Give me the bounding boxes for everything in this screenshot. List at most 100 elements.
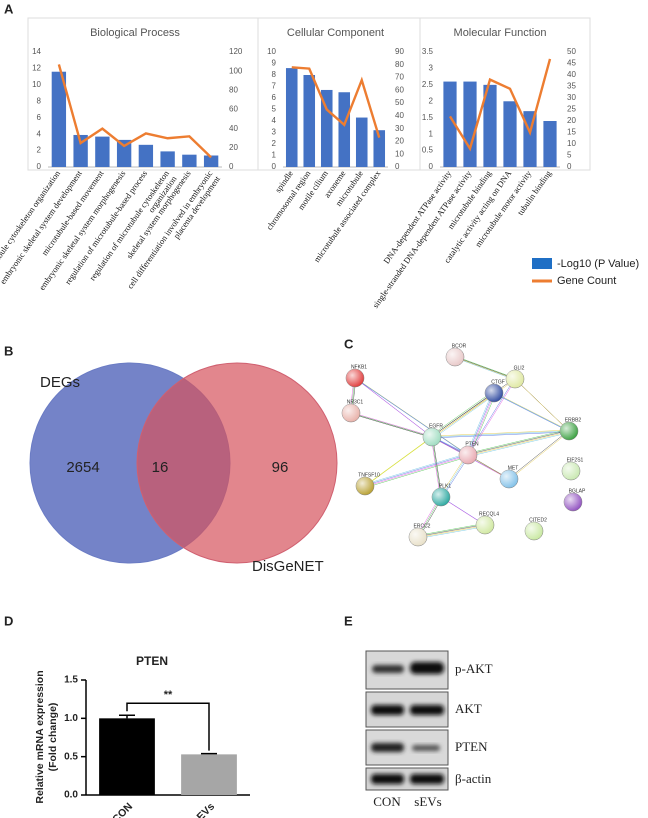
network-edge (467, 430, 569, 455)
band (410, 705, 444, 715)
bar (116, 139, 132, 167)
bar (355, 117, 368, 167)
network-edge (493, 392, 570, 432)
blot-row-label: β-actin (455, 771, 492, 786)
x-tick-label: sEVs (190, 800, 217, 818)
y-tick-label: 1.5 (64, 675, 78, 686)
bar (51, 71, 67, 167)
bar (303, 75, 316, 167)
y-tick-label: 10 (267, 47, 276, 56)
bar (463, 81, 477, 167)
y2-tick-label: 25 (567, 105, 576, 114)
node-label: PLK1 (439, 483, 451, 489)
network: BCOR NFKB1 GLI2 CTGF NR3C1 EGFR ERBB2 PTEN MET TN… (341, 343, 586, 547)
network-edge (468, 379, 516, 456)
y2-tick-label: 20 (567, 116, 576, 125)
network-edge (430, 391, 493, 436)
network-edge (494, 393, 571, 433)
network-edge (355, 378, 470, 457)
node-label: EGFR (429, 423, 443, 429)
y2-tick-label: 80 (229, 85, 238, 94)
node-shine (446, 348, 464, 366)
network-edge (468, 431, 570, 456)
y-tick-label: 9 (272, 59, 277, 68)
panel-label: B (4, 343, 13, 358)
error-bar (119, 714, 135, 719)
venn-set-label: DEGs (40, 374, 80, 391)
network-edge (466, 391, 493, 454)
y2-tick-label: 50 (567, 47, 576, 56)
blot-row (365, 767, 449, 791)
y2-tick-label: 40 (567, 70, 576, 79)
network-edge (433, 394, 496, 439)
bar (503, 101, 517, 167)
chart-title: Biological Process (90, 27, 180, 39)
chart-title: Cellular Component (287, 27, 384, 39)
band (371, 774, 404, 784)
error-bar (201, 752, 217, 755)
y-tick-label: 7 (272, 82, 277, 91)
panel-label: D (4, 613, 13, 628)
y-tick-label: 4 (37, 129, 42, 138)
y-tick-label: 4 (272, 116, 277, 125)
venn-count: 2654 (66, 459, 99, 476)
node-label: NR3C1 (347, 399, 364, 405)
y2-tick-label: 30 (567, 93, 576, 102)
bar (138, 144, 154, 167)
line (57, 64, 212, 159)
y2-tick-label: 45 (567, 59, 576, 68)
band (371, 705, 404, 715)
chart-title: Molecular Function (454, 27, 547, 39)
network-edge (364, 454, 468, 486)
lane-label: CON (373, 794, 401, 809)
y-tick-label: 6 (37, 113, 42, 122)
y2-tick-label: 20 (229, 143, 238, 152)
y-tick-label: 3 (272, 128, 277, 137)
x-tick-label: CON (110, 801, 135, 818)
bar (285, 68, 298, 167)
y-tick-label: 0 (429, 162, 434, 171)
network-edge (431, 378, 515, 437)
network-edge (351, 413, 433, 439)
node-shine (423, 428, 441, 446)
bar (373, 130, 386, 167)
node-label: BCOR (452, 343, 467, 349)
bar (95, 136, 110, 167)
network-edge (509, 431, 570, 480)
node-shine (564, 493, 582, 511)
y-tick-label: 1 (429, 129, 434, 138)
panel-a-frame (27, 17, 591, 171)
network-edge (365, 455, 469, 487)
bar (203, 155, 219, 167)
network-edge (355, 378, 433, 438)
y2-tick-label: 60 (229, 105, 238, 114)
network-edge (508, 430, 569, 479)
node-shine (562, 462, 580, 480)
bar (443, 81, 457, 167)
y-tick-label: 3 (429, 64, 434, 73)
venn-count: 16 (152, 459, 169, 476)
y-tick-label: 2 (429, 96, 434, 105)
network-edge (350, 412, 433, 438)
node-label: PTEN (465, 441, 479, 447)
node-shine (506, 370, 524, 388)
bar (73, 134, 88, 167)
legend-swatch (532, 258, 552, 269)
node-shine (342, 404, 360, 422)
panel-label: C (344, 336, 354, 351)
node-shine (560, 422, 578, 440)
band (410, 662, 444, 674)
network-edge (455, 357, 516, 380)
blot-row-label: p-AKT (455, 661, 493, 676)
y-tick-label: 2 (272, 139, 277, 148)
node-label: CITED2 (529, 517, 547, 523)
line (448, 58, 552, 152)
y-axis-label: Relative mRNA expression (34, 670, 46, 803)
band (412, 745, 440, 751)
panel-label: E (344, 613, 353, 628)
y2-tick-label: 100 (229, 66, 243, 75)
y2-tick-label: 5 (567, 151, 572, 160)
significance-bracket (126, 702, 210, 751)
venn-count: 96 (272, 459, 289, 476)
